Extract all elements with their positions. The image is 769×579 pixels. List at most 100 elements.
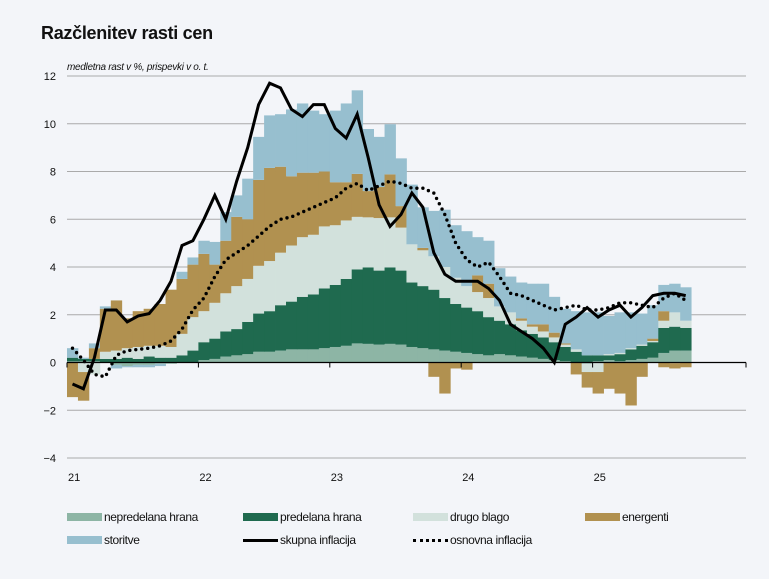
bar-segment — [428, 349, 440, 363]
bar-segment — [77, 362, 90, 373]
bar-segment — [198, 253, 210, 312]
bar-segment — [680, 362, 692, 368]
x-tick-label: 21 — [68, 472, 80, 484]
bar-segment — [187, 257, 199, 265]
bar-segment — [176, 271, 188, 279]
bar-segment — [329, 110, 342, 183]
bar-segment — [472, 275, 484, 293]
legend-label: storitve — [104, 533, 140, 547]
bar-segment — [384, 217, 396, 268]
bar-segment — [198, 311, 210, 343]
bar-segment — [275, 166, 287, 253]
bar-segment — [187, 317, 199, 351]
y-tick-label: 6 — [50, 214, 56, 226]
y-tick-label: −4 — [43, 453, 56, 465]
bar-segment — [143, 364, 155, 368]
bar-segment — [461, 286, 473, 308]
bar-segment — [450, 351, 462, 363]
bar-segment — [373, 270, 385, 345]
bar-segment — [505, 355, 517, 363]
line-series — [70, 81, 688, 391]
bar-segment — [603, 362, 615, 389]
bar-segment — [307, 294, 320, 350]
bar-segment — [307, 234, 320, 295]
bar-segment — [99, 351, 112, 359]
bar-segment — [439, 209, 451, 267]
bar-segment — [581, 355, 593, 363]
bar-segment — [450, 304, 462, 352]
bar-segment — [110, 350, 123, 359]
bar-segment — [340, 103, 353, 183]
bar-segment — [286, 176, 298, 246]
bar-segment — [351, 343, 364, 363]
bar-segment — [362, 267, 374, 344]
bar-segment — [406, 346, 418, 363]
bar-segment — [581, 372, 593, 388]
x-tick-label: 23 — [331, 472, 343, 484]
bar-segment — [450, 362, 462, 369]
bar-segment — [548, 332, 561, 338]
bar-segment — [231, 195, 243, 217]
bar-segment — [351, 216, 364, 270]
bar-segment — [373, 344, 385, 363]
bar-segment — [154, 304, 166, 346]
legend-item-osnovna-inflacija: osnovna inflacija — [413, 533, 532, 547]
legend-label: drugo blago — [450, 510, 509, 524]
bar-segment — [603, 354, 615, 356]
bar-segment — [209, 302, 221, 339]
bar-segment — [132, 362, 145, 365]
bar-segment — [121, 348, 134, 358]
bar-segment — [67, 357, 79, 362]
bar-segment — [253, 136, 265, 180]
bar-segment — [472, 311, 484, 355]
bar-segment — [286, 109, 298, 177]
legend-item-nepredelana-hrana: nepredelana hrana — [67, 510, 198, 524]
bar-segment — [121, 366, 134, 368]
bar-segment — [483, 298, 495, 318]
bar-segment — [307, 110, 320, 173]
bar-segment — [77, 357, 90, 359]
bar-segment — [570, 351, 583, 363]
bar-segment — [362, 217, 374, 268]
bar-segment — [340, 182, 353, 221]
bar-segment — [537, 324, 550, 332]
bar-segment — [132, 364, 145, 368]
bar-segment — [264, 261, 276, 312]
bar-segment — [318, 226, 331, 289]
bar-segment — [526, 326, 539, 334]
bar-segment — [220, 331, 232, 357]
legend-item-energenti: energenti — [585, 510, 669, 524]
bar-segment — [494, 320, 506, 355]
bar-segment — [231, 286, 243, 330]
bar-segment — [264, 167, 276, 262]
bar-segment — [362, 191, 374, 218]
bar-segment — [242, 278, 254, 322]
bar-segment — [592, 312, 604, 356]
bar-segment — [636, 344, 648, 346]
bar-segment — [494, 268, 506, 307]
bar-segment — [286, 349, 298, 363]
bar-segment — [428, 289, 440, 350]
bar-segment — [636, 345, 648, 359]
bar-segment — [318, 288, 331, 349]
bar-segment — [296, 172, 309, 238]
x-tick-label: 24 — [462, 472, 474, 484]
bar-segment — [154, 345, 166, 358]
bar-segment — [307, 349, 320, 363]
bar-segment — [296, 349, 309, 363]
bar-segment — [121, 357, 134, 363]
bar-segment — [198, 342, 210, 361]
bar-segment — [395, 227, 407, 271]
bar-segment — [439, 350, 451, 363]
bar-segment — [231, 355, 243, 363]
bar-segment — [329, 225, 342, 285]
bar-segment — [362, 343, 374, 363]
bar-segment — [625, 348, 637, 350]
bar-segment — [275, 252, 287, 306]
bar-segment — [515, 318, 528, 321]
bar-segment — [526, 357, 539, 363]
bar-segment — [242, 321, 254, 355]
legend-swatch — [585, 513, 620, 521]
bar-segment — [450, 277, 462, 305]
bar-segment — [461, 307, 473, 353]
